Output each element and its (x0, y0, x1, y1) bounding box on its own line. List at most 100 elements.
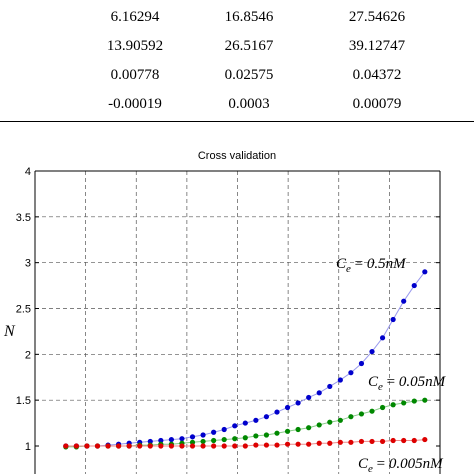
table-cell: 0.00778 (110, 67, 160, 83)
data-point (284, 404, 291, 411)
data-point (253, 433, 259, 439)
data-point (316, 390, 322, 396)
table-row: 0.00778 0.02575 0.04372 (0, 60, 474, 90)
data-point (422, 397, 428, 403)
y-tick-label: 3 (25, 258, 31, 270)
data-point (200, 432, 206, 438)
data-point (242, 420, 248, 426)
data-point (295, 441, 301, 447)
data-point (168, 436, 174, 443)
table-cell: 13.90592 (106, 38, 164, 54)
data-point (200, 443, 206, 449)
data-point (401, 298, 407, 304)
data-point (284, 428, 291, 434)
data-point (411, 437, 417, 444)
data-point (242, 443, 248, 449)
data-point (116, 443, 122, 449)
data-point (105, 443, 111, 449)
data-point (284, 441, 291, 447)
y-tick-label: 1 (25, 441, 31, 453)
y-tick-label: 2.5 (16, 304, 31, 316)
y-tick-label: 4 (25, 166, 31, 178)
table-cell: 0.00079 (352, 96, 402, 112)
table-cell: 39.12747 (348, 38, 406, 54)
series-annotation: Ce = 0.005nM (358, 456, 444, 474)
data-points (63, 269, 428, 450)
data-point (422, 269, 428, 275)
data-point (327, 383, 333, 390)
table-row: -0.00019 0.0003 0.00079 (0, 89, 474, 119)
data-point (94, 443, 101, 449)
data-point (327, 440, 333, 446)
data-point (337, 377, 343, 383)
data-point (379, 404, 386, 411)
data-point (221, 436, 227, 443)
table-cell: 0.04372 (352, 67, 402, 83)
data-point (337, 417, 343, 423)
data-point (73, 443, 79, 449)
data-point (168, 443, 174, 449)
data-point (306, 441, 312, 447)
data-point (263, 414, 270, 420)
data-point (306, 394, 312, 401)
axes (34, 170, 441, 474)
data-point (263, 432, 270, 438)
data-point (369, 438, 375, 445)
data-point (274, 409, 280, 415)
data-point (295, 400, 301, 406)
table-cell: 0.0003 (228, 96, 270, 112)
data-point (126, 443, 132, 449)
grid-lines (35, 171, 440, 474)
chart-labels: 1 1.5 2 2.5 3 3.5 4 N Ce = 0.5nM Ce = 0.05nM Ce = … (3, 166, 447, 474)
data-point (316, 440, 322, 446)
series-annotation: Ce = 0.05nM (368, 374, 447, 393)
data-point (274, 442, 280, 448)
data-point (379, 438, 386, 445)
data-point (348, 370, 354, 376)
data-point (274, 430, 280, 436)
results-table: 6.16294 16.8546 27.54626 13.90592 26.516… (0, 0, 474, 123)
data-point (211, 437, 217, 444)
data-point (306, 425, 312, 431)
data-point (348, 414, 354, 420)
data-point (63, 443, 69, 449)
data-point (369, 408, 375, 414)
data-point (179, 443, 185, 449)
table-cell: 27.54626 (348, 9, 406, 25)
data-point (390, 437, 396, 444)
data-point (358, 438, 365, 445)
data-point (189, 434, 196, 440)
data-point (390, 402, 396, 408)
data-point (411, 282, 417, 289)
data-point (189, 443, 196, 449)
data-point (221, 443, 227, 449)
series-annotation: Ce = 0.5nM (336, 256, 407, 275)
data-point (200, 438, 206, 445)
data-point (348, 439, 354, 445)
data-point (221, 426, 227, 433)
data-point (158, 443, 164, 449)
data-point (411, 398, 417, 404)
table-cell: 26.5167 (224, 38, 274, 54)
table-cell: 6.16294 (110, 9, 160, 25)
data-point (137, 443, 143, 449)
data-point (295, 426, 301, 433)
data-point (253, 417, 259, 423)
table-bottom-rule (0, 121, 474, 123)
table-cell: -0.00019 (108, 96, 162, 112)
data-point (242, 435, 248, 441)
data-point (147, 443, 153, 449)
data-point (401, 400, 407, 406)
table-row: 6.16294 16.8546 27.54626 (0, 2, 474, 32)
data-point (147, 438, 153, 445)
data-point (232, 436, 238, 442)
data-point (401, 437, 407, 444)
data-point (358, 411, 365, 417)
y-axis-label: N (3, 323, 16, 340)
table-cell: 0.02575 (224, 67, 274, 83)
data-point (179, 436, 185, 442)
data-point (211, 429, 217, 435)
data-point (84, 443, 90, 449)
y-tick-label: 1.5 (16, 395, 31, 407)
